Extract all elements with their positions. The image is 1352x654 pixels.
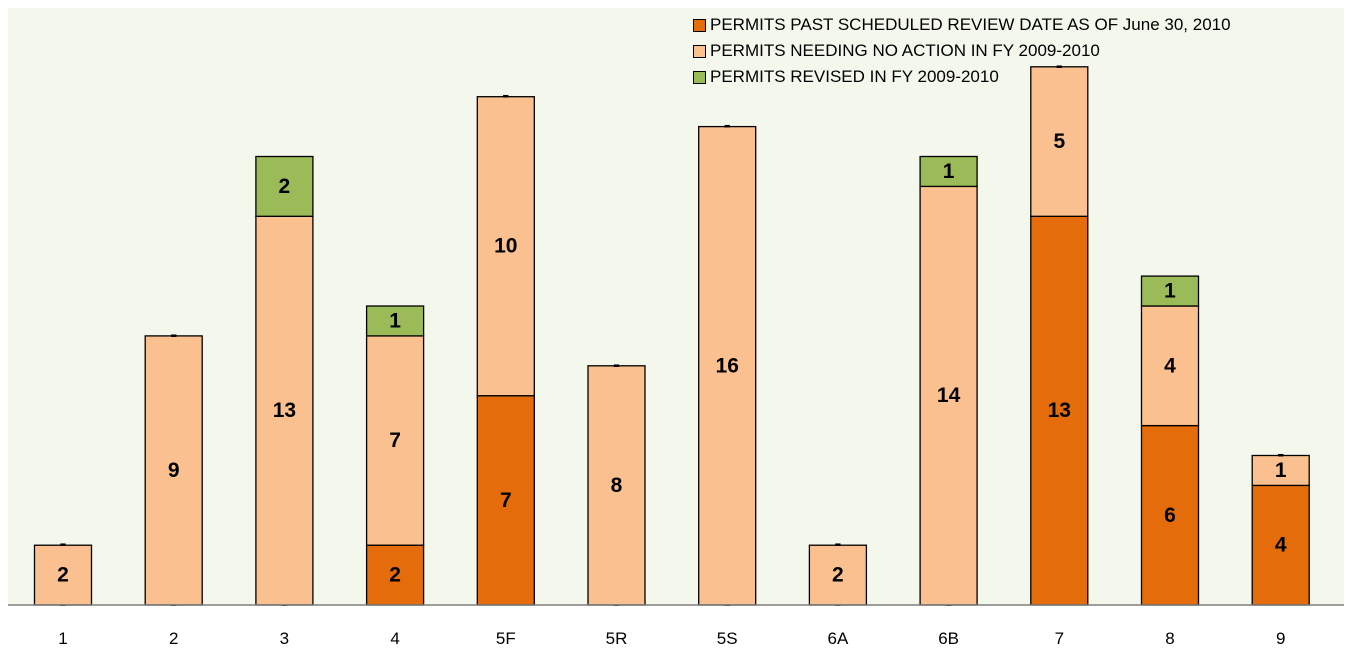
data-label-1-s2: - — [60, 533, 67, 556]
legend-item-revised: PERMITS REVISED IN FY 2009-2010 — [693, 64, 1231, 90]
x-tick-label-5S: 5S — [717, 629, 738, 648]
x-tick-label-5F: 5F — [496, 629, 516, 648]
x-tick-label-8: 8 — [1165, 629, 1174, 648]
data-label-2-s1: 9 — [168, 459, 180, 482]
x-tick-label-5R: 5R — [606, 629, 628, 648]
bar-segment-7-s1 — [1030, 66, 1089, 217]
data-label-5F-s0: 7 — [500, 489, 512, 512]
bar-segment-8-s0 — [1140, 424, 1200, 606]
data-label-5S-s2: - — [724, 114, 731, 137]
bar-segment-5R-s1 — [587, 365, 646, 606]
data-label-6B-s2: 1 — [943, 160, 955, 183]
bar-segment-8-s1 — [1140, 305, 1200, 427]
bar-segment-3-s2 — [255, 155, 314, 217]
data-label-7-s1: 5 — [1053, 130, 1065, 153]
legend-label-past-review: PERMITS PAST SCHEDULED REVIEW DATE AS OF… — [710, 15, 1231, 34]
data-label-5S-s1: 16 — [716, 354, 739, 377]
bar-segment-5F-s1 — [476, 96, 535, 397]
bar-segment-6A-s1 — [808, 544, 868, 606]
x-tick-label-2: 2 — [169, 629, 178, 648]
x-tick-label-1: 1 — [58, 629, 67, 648]
data-label-8-s1: 4 — [1164, 354, 1176, 377]
data-label-5R-s1: 8 — [611, 474, 623, 497]
data-label-7-s2: - — [1056, 54, 1063, 77]
data-label-5F-s2: - — [502, 84, 509, 107]
data-label-7-s0: 13 — [1048, 399, 1071, 422]
x-tick-label-7: 7 — [1055, 629, 1064, 648]
bar-segment-5F-s0 — [476, 395, 535, 606]
legend-label-no-action: PERMITS NEEDING NO ACTION IN FY 2009-201… — [710, 41, 1100, 60]
bar-segment-6B-s2 — [919, 155, 978, 188]
data-label-9-s1: 1 — [1275, 459, 1287, 482]
x-tick-label-3: 3 — [280, 629, 289, 648]
data-label-1-s1: 2 — [57, 564, 69, 587]
data-label-5R-s2: - — [613, 353, 620, 376]
x-tick-label-6B: 6B — [938, 629, 959, 648]
legend-item-no-action: PERMITS NEEDING NO ACTION IN FY 2009-201… — [693, 38, 1231, 64]
bar-segment-9-s1 — [1251, 454, 1310, 487]
legend-swatch-no-action — [693, 44, 706, 58]
legend-label-revised: PERMITS REVISED IN FY 2009-2010 — [710, 67, 999, 86]
data-label-6B-s1: 14 — [937, 384, 961, 407]
data-label-6A-s2: - — [834, 533, 841, 556]
data-label-5F-s1: 10 — [494, 235, 517, 258]
x-tick-label-9: 9 — [1276, 629, 1285, 648]
bar-segment-4-s0 — [365, 544, 425, 606]
legend-swatch-revised — [693, 70, 706, 84]
bar-segment-5S-s1 — [698, 125, 757, 606]
data-label-4-s2: 1 — [389, 309, 401, 332]
bar-segment-4-s2 — [365, 305, 425, 337]
data-label-9-s2: - — [1277, 443, 1284, 466]
legend-item-past-review: PERMITS PAST SCHEDULED REVIEW DATE AS OF… — [693, 12, 1231, 38]
bar-segment-2-s1 — [144, 335, 203, 606]
bar-segment-4-s1 — [365, 335, 425, 546]
legend-swatch-past-review — [693, 18, 706, 32]
data-label-6A-s1: 2 — [832, 564, 844, 587]
data-label-8-s0: 6 — [1164, 504, 1176, 527]
data-label-3-s2: 2 — [279, 175, 291, 198]
plot-area — [8, 8, 1344, 605]
data-label-4-s1: 7 — [389, 429, 401, 452]
bar-segment-1-s1 — [33, 544, 93, 606]
legend: PERMITS PAST SCHEDULED REVIEW DATE AS OF… — [693, 12, 1231, 90]
data-label-9-s0: 4 — [1275, 534, 1287, 557]
x-tick-label-6A: 6A — [828, 629, 849, 648]
data-label-4-s0: 2 — [389, 564, 401, 587]
x-tick-label-4: 4 — [390, 629, 399, 648]
bar-segment-6B-s1 — [919, 185, 978, 606]
bar-segment-3-s1 — [255, 215, 314, 606]
data-label-3-s1: 13 — [273, 399, 296, 422]
bar-segment-8-s2 — [1140, 275, 1200, 307]
data-label-2-s2: - — [170, 323, 177, 346]
data-label-8-s2: 1 — [1164, 280, 1176, 303]
